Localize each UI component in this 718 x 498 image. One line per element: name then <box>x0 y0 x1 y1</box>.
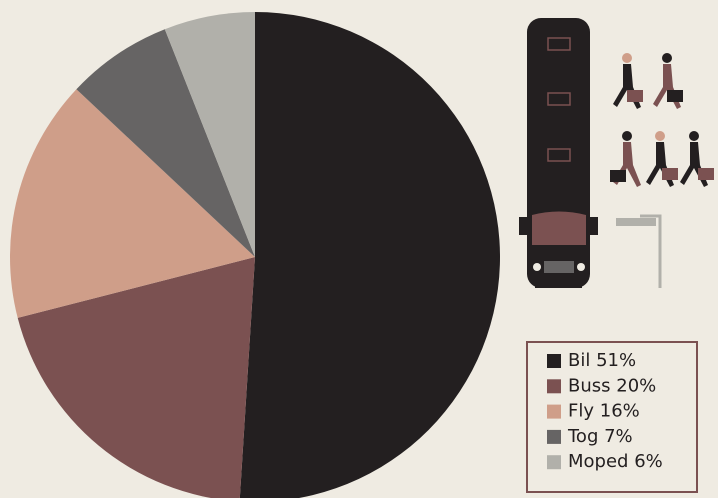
pie-slice <box>17 257 255 498</box>
bus-illustration <box>519 18 598 288</box>
pie <box>9 12 500 498</box>
legend-name: Moped <box>568 451 628 472</box>
legend-swatch <box>547 455 561 470</box>
legend-value: 20% <box>616 375 656 396</box>
legend-value: 6% <box>634 451 663 472</box>
legend-swatch <box>547 379 561 394</box>
pie-slice <box>164 12 255 257</box>
legend: Bil 51%Buss 20%Fly 16%Tog 7%Moped 6% <box>547 350 663 472</box>
legend-label: Moped 6% <box>568 451 663 472</box>
legend-name: Buss <box>568 375 611 396</box>
legend-box <box>526 341 698 493</box>
legend-label: Tog 7% <box>567 426 633 447</box>
legend-name: Bil <box>568 350 590 371</box>
legend-value: 7% <box>604 426 633 447</box>
people-illustration <box>610 53 714 288</box>
legend-label: Fly 16% <box>568 401 640 422</box>
legend-name: Fly <box>568 401 594 422</box>
legend-swatch <box>547 429 561 444</box>
legend-value: 16% <box>600 401 640 422</box>
legend-label: Buss 20% <box>568 375 656 396</box>
legend-label: Bil 51% <box>568 350 636 371</box>
pie-slice <box>9 89 255 318</box>
pie-slice <box>239 12 500 498</box>
legend-swatch <box>547 404 561 419</box>
legend-name: Tog <box>567 426 598 447</box>
legend-value: 51% <box>596 350 636 371</box>
pie-slice <box>76 29 256 258</box>
legend-swatch <box>547 354 561 368</box>
